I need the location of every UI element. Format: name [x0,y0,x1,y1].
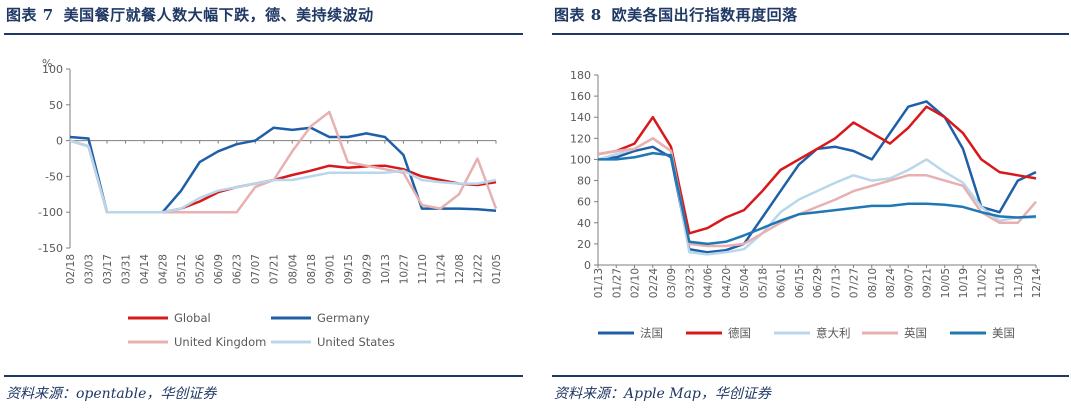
x-tick-label: 04/14 [139,254,151,285]
x-tick-label: 09/29 [361,254,373,284]
y-tick-label: 140 [570,111,591,124]
y-tick-label: 20 [577,238,591,251]
line-chart-mobility: 0 20 40 60 80 100 120 140 160 180 01/13 01/27 02/10 0… [570,69,1043,340]
x-tick-label: 08/18 [306,254,318,284]
y-tick-label: 40 [577,217,591,230]
x-tick-label: 03/03 [84,254,96,284]
x-tick-label: 05/04 [739,268,751,299]
x-tick-label: 08/04 [287,254,299,285]
chart-title: 图表 8 欧美各国出行指数再度回落 [554,4,798,25]
line-chart-restaurant: % -150 -100 -50 0 50 100 02/18 03/03 03/17 03/31 04… [38,57,503,349]
chart-panel-mobility: 图表 8 欧美各国出行指数再度回落 0 20 40 60 80 100 120 140 160 18… [548,0,1071,414]
x-tick-label: 08/10 [867,268,879,298]
x-tick-label: 11/10 [417,254,429,284]
title-rule [4,33,523,35]
x-tick-label: 05/12 [176,254,188,284]
x-tick-label: 12/08 [454,254,466,284]
y-tick-label: 160 [570,90,591,103]
legend-label: United Kingdom [174,335,266,349]
legend-label: 意大利 [816,326,851,340]
x-tick-label: 04/28 [158,254,170,284]
x-tick-label: 02/24 [648,268,660,299]
x-tick-label: 12/22 [472,254,484,284]
x-tick-label: 06/01 [776,268,788,298]
x-tick-label: 07/27 [849,268,861,298]
x-tick-label: 09/21 [922,268,934,298]
x-tick-label: 04/20 [721,268,733,298]
x-tick-label: 02/18 [65,254,77,284]
legend-label: 德国 [728,326,751,340]
x-tick-label: 09/15 [343,254,355,284]
series-line [69,110,498,214]
y-tick-label: -100 [38,206,63,219]
y-tick-label: 180 [570,69,591,82]
x-tick-label: 10/27 [398,254,410,284]
y-tick-label: 50 [49,99,63,112]
x-tick-label: 10/13 [380,254,392,284]
series-line [69,139,497,214]
legend-label: 美国 [992,326,1015,340]
figure-number: 图表 8 [554,6,602,24]
x-tick-label: 08/24 [885,268,897,299]
source-rule [4,375,523,377]
x-tick-label: 03/31 [121,254,133,284]
x-tick-label: 01/05 [491,254,503,284]
x-tick-label: 01/27 [611,268,623,298]
x-tick-label: 11/30 [1013,268,1025,298]
chart-title: 图表 7 美国餐厅就餐人数大幅下跌，德、美持续波动 [6,4,374,25]
x-tick-label: 11/16 [995,268,1007,299]
y-tick-label: 120 [570,132,591,145]
y-tick-label: 100 [570,153,591,166]
x-tick-label: 02/10 [630,268,642,298]
chart-panel-restaurant: 图表 7 美国餐厅就餐人数大幅下跌，德、美持续波动 % -150 -100 -50 0 50… [0,0,527,414]
figure-caption: 美国餐厅就餐人数大幅下跌，德、美持续波动 [63,6,374,24]
x-tick-label: 11/02 [976,268,988,298]
x-tick-label: 03/23 [684,268,696,298]
series-line [597,100,1037,254]
x-tick-label: 05/18 [757,268,769,298]
x-tick-label: 06/29 [812,268,824,298]
unit-label: % [42,57,52,70]
figure-caption: 欧美各国出行指数再度回落 [611,6,798,24]
legend-label: 英国 [904,326,927,340]
legend-label: 法国 [640,326,663,340]
x-tick-label: 10/19 [958,268,970,298]
x-tick-label: 09/01 [324,254,336,284]
y-tick-label: 60 [577,196,591,209]
x-tick-label: 01/13 [593,268,605,298]
x-tick-label: 06/23 [232,254,244,284]
x-tick-label: 11/24 [435,254,447,285]
x-tick-label: 10/05 [940,268,952,298]
y-tick-label: 80 [577,175,591,188]
y-tick-label: -50 [45,170,63,183]
legend-label: Germany [317,311,370,325]
x-tick-label: 09/07 [903,268,915,298]
legend-label: Global [174,311,211,325]
series-line [69,139,497,214]
series-line [598,151,1037,246]
y-tick-label: 0 [584,259,591,272]
series-line [597,137,1037,248]
x-tick-label: 07/21 [269,254,281,284]
legend-label: United States [317,335,395,349]
x-tick-label: 06/15 [794,268,806,298]
x-tick-label: 07/13 [830,268,842,298]
title-rule [552,33,1069,35]
source-note: 资料来源：Apple Map，华创证券 [554,386,771,402]
y-tick-label: 0 [56,135,63,148]
x-tick-label: 07/07 [250,254,262,284]
source-rule [552,375,1069,377]
x-tick-label: 03/09 [666,268,678,298]
x-tick-label: 04/06 [703,268,715,299]
x-tick-label: 12/14 [1031,268,1043,299]
y-tick-label: -150 [38,242,63,255]
x-tick-label: 05/26 [195,254,207,285]
y-tick-label: 100 [42,63,63,76]
source-note: 资料来源：opentable，华创证券 [6,386,217,402]
figure-number: 图表 7 [6,6,54,24]
x-tick-label: 03/17 [102,254,114,284]
x-tick-label: 06/09 [213,254,225,284]
series-line [597,105,1037,235]
